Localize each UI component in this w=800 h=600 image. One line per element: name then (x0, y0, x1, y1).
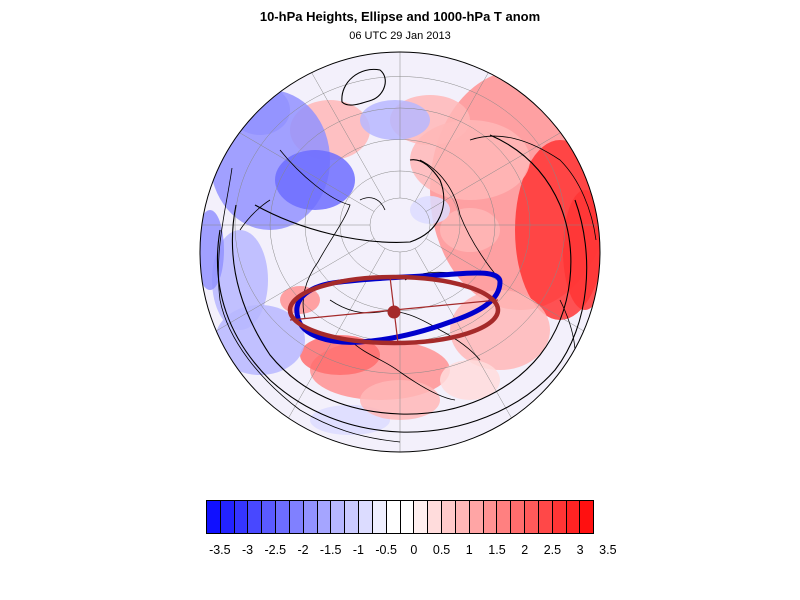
colorbar-swatch (552, 501, 567, 533)
colorbar-tick-label: -2.5 (264, 543, 287, 557)
colorbar-tick-label: -2 (297, 543, 309, 557)
fitted-ellipse (287, 274, 501, 346)
colorbar-tick-label: 2 (521, 543, 529, 557)
warm-anomaly-patch (440, 360, 500, 400)
cold-anomaly-patch (360, 100, 430, 140)
colorbar-swatch (455, 501, 470, 533)
colorbar-swatch (400, 501, 415, 533)
colorbar-tick-label: -1.5 (319, 543, 342, 557)
colorbar-swatch (386, 501, 401, 533)
colorbar-tick-label: -3.5 (209, 543, 231, 557)
ellipse-centroid (387, 305, 401, 319)
cold-anomaly-patch (215, 305, 305, 375)
colorbar-swatch (414, 501, 429, 533)
colorbar-tick-label: 2.5 (543, 543, 562, 557)
colorbar-tick-label: 3 (576, 543, 584, 557)
colorbar-swatch (428, 501, 443, 533)
colorbar-swatch (525, 501, 539, 533)
colorbar-swatch (234, 501, 249, 533)
map-title: 10-hPa Heights, Ellipse and 1000-hPa T a… (259, 9, 541, 24)
cold-anomaly-patch (200, 210, 224, 290)
colorbar-swatch (483, 501, 498, 533)
colorbar-tick-label: -3 (242, 543, 254, 557)
warm-anomaly-patch (450, 290, 550, 370)
warm-anomaly-patch (563, 190, 600, 310)
colorbar-swatch (248, 501, 263, 533)
colorbar-swatch (303, 501, 318, 533)
colorbar-swatch (511, 501, 526, 533)
colorbar-tick-label: 0 (410, 543, 418, 557)
colorbar-swatch (276, 501, 290, 533)
colorbar-swatch (262, 501, 277, 533)
warm-anomaly-patch (300, 335, 380, 375)
height-contours (216, 68, 588, 433)
colorbar-swatch (497, 501, 512, 533)
colorbar-swatch (372, 501, 387, 533)
colorbar-swatch (331, 501, 346, 533)
colorbar-swatch (220, 501, 235, 533)
colorbar-swatch (538, 501, 553, 533)
colorbar-swatch (289, 501, 304, 533)
colorbar-tick-label: 0.5 (432, 543, 451, 557)
warm-anomaly-patch (440, 208, 500, 252)
colorbar-swatch (442, 501, 456, 533)
colorbar-tick-label: 1 (465, 543, 473, 557)
colorbar-swatch (469, 501, 484, 533)
cold-anomaly-patch (275, 150, 355, 210)
temperature-anomaly-field (200, 52, 600, 452)
colorbar (206, 500, 594, 534)
colorbar-swatch (580, 501, 594, 533)
colorbar-swatch (566, 501, 581, 533)
meridian-line (425, 238, 600, 341)
cold-anomaly-patch (212, 230, 268, 330)
colorbar-tick-label: -0.5 (375, 543, 397, 557)
colorbar-tick-label: -1 (352, 543, 364, 557)
cold-anomaly-patch (230, 85, 290, 135)
colorbar-swatch (345, 501, 360, 533)
colorbar-swatch (207, 501, 221, 533)
colorbar-tick-label: 1.5 (488, 543, 506, 557)
map-subtitle: 06 UTC 29 Jan 2013 (349, 30, 451, 42)
colorbar-swatch (317, 501, 332, 533)
colorbar-swatch (359, 501, 373, 533)
colorbar-labels: -3.5 -3 -2.5 -2 -1.5 -1 -0.5 0 0.5 1 1.5 2 2.5 3 3.5 (206, 543, 616, 559)
globe-boundary (199, 51, 601, 453)
colorbar-tick-label: 3.5 (599, 543, 617, 557)
